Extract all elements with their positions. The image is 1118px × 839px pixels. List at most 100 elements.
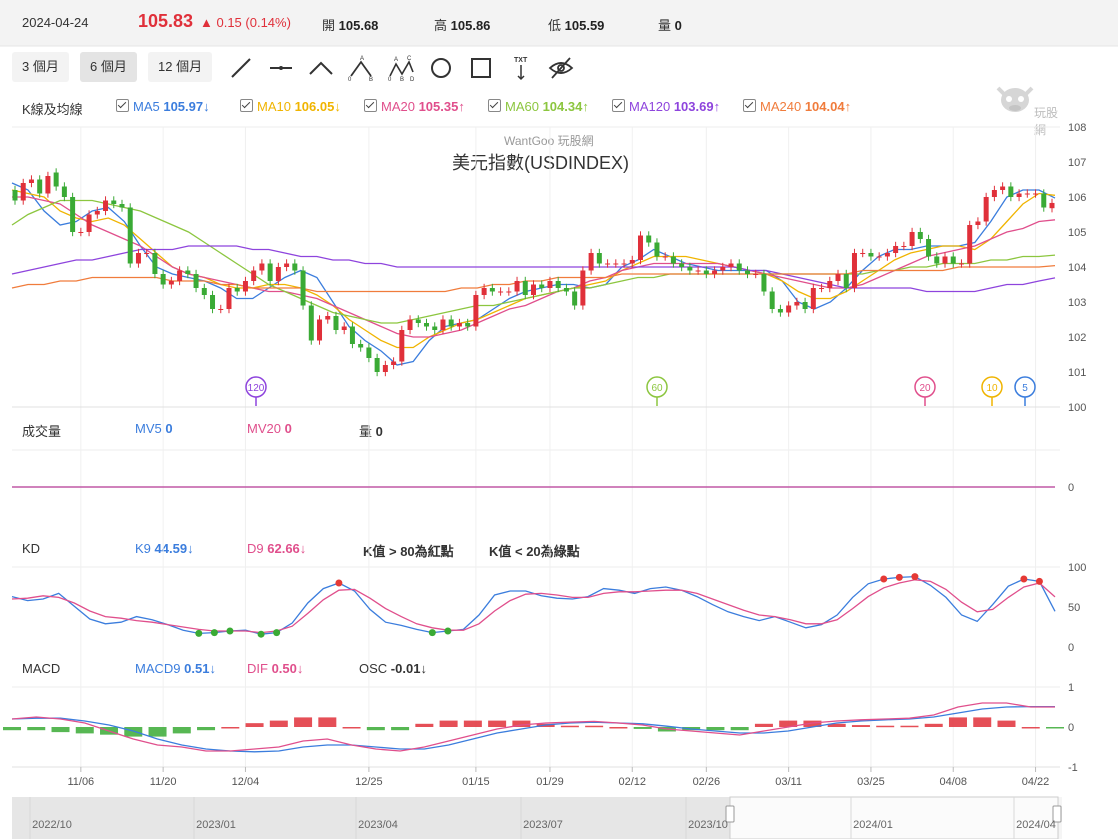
candle: [251, 270, 257, 281]
candle: [300, 270, 306, 306]
horizontal-line-tool-icon[interactable]: [267, 54, 295, 82]
range-12m-button[interactable]: 12 個月: [148, 52, 213, 82]
ma-legend-ma120[interactable]: MA120 103.69↑: [612, 99, 720, 114]
ma-checkbox[interactable]: [240, 99, 253, 112]
osc-bar: [779, 720, 798, 727]
ma-checkbox[interactable]: [743, 99, 756, 112]
ma-checkbox[interactable]: [116, 99, 129, 112]
candle: [662, 256, 668, 258]
ma-checkbox[interactable]: [612, 99, 625, 112]
navigator-label: 2024/01: [853, 819, 893, 831]
candle: [144, 253, 150, 254]
ma-arrow: ↑: [713, 99, 721, 114]
candle: [563, 288, 569, 292]
kd-oversold-dot: [273, 629, 281, 637]
svg-text:B: B: [369, 77, 373, 82]
osc-bar: [27, 727, 46, 731]
osc-bar: [415, 723, 434, 727]
candle: [637, 235, 643, 260]
kd-overbought-dot: [1035, 577, 1043, 585]
d9-arrow: ↓: [299, 541, 307, 556]
candle: [679, 263, 685, 267]
candle: [786, 305, 792, 313]
angle-tool-icon[interactable]: [307, 54, 335, 82]
navigator-label: 2023/10: [688, 819, 728, 831]
ma-legend-ma10[interactable]: MA10 106.05↓: [240, 99, 341, 114]
range-6m-button[interactable]: 6 個月: [80, 52, 137, 82]
osc-bar: [51, 727, 70, 733]
ma-checkbox[interactable]: [364, 99, 377, 112]
low-quote: 低 105.59: [548, 15, 604, 34]
candle: [909, 232, 915, 246]
ma-legend-ma20[interactable]: MA20 105.35↑: [364, 99, 465, 114]
svg-text:C: C: [407, 56, 412, 62]
x-axis-label: 02/26: [693, 776, 721, 788]
ma-arrow: ↑: [458, 99, 465, 114]
candle: [794, 302, 800, 306]
line-tool-icon[interactable]: [227, 54, 255, 82]
osc-label: OSC: [359, 661, 388, 676]
ma-value: 103.69: [673, 99, 714, 114]
osc-bar: [633, 727, 652, 729]
ma-line-ma20: [12, 196, 1056, 338]
ma-marker-label: 5: [1022, 383, 1028, 394]
x-axis-label: 12/04: [232, 776, 260, 788]
hide-drawings-icon[interactable]: [547, 54, 575, 82]
ma-legend-ma5[interactable]: MA5 105.97↓: [116, 99, 210, 114]
x-axis-label: 11/20: [150, 776, 177, 788]
x-axis-label: 01/15: [462, 776, 490, 788]
kd-overbought-dot: [895, 573, 903, 581]
abc-pattern-tool-icon[interactable]: A 0 B: [347, 54, 375, 82]
ma-legend-ma240[interactable]: MA240 104.04↑: [743, 99, 851, 114]
macd9-value: 0.51: [184, 661, 210, 676]
ma-checkbox[interactable]: [488, 99, 501, 112]
ma-name: MA120: [629, 99, 674, 114]
candle: [152, 253, 158, 274]
ma-marker-5: [1014, 376, 1036, 398]
candle: [991, 190, 997, 197]
candle: [28, 179, 34, 183]
candle: [868, 253, 874, 257]
text-tool-icon[interactable]: TXT: [507, 54, 535, 82]
candle: [761, 274, 767, 292]
candle: [942, 256, 948, 264]
candle: [37, 179, 43, 194]
kd-oversold-dot: [195, 629, 203, 637]
navigator-label: 2024/04: [1016, 819, 1056, 831]
osc-bar: [827, 723, 846, 727]
ma-legend-ma60[interactable]: MA60 104.34↑: [488, 99, 589, 114]
mv5-legend: MV5 0: [135, 421, 173, 436]
candle: [308, 305, 314, 341]
candle: [720, 267, 726, 271]
rectangle-tool-icon[interactable]: [467, 54, 495, 82]
candle: [1049, 202, 1055, 209]
candle: [358, 344, 364, 348]
candle: [522, 281, 528, 295]
osc-bar: [973, 717, 992, 727]
ma-name: MA10: [257, 99, 295, 114]
candle: [769, 291, 775, 309]
range-3m-button[interactable]: 3 個月: [12, 52, 69, 82]
volume-label: 量: [658, 18, 672, 33]
kd-overbought-dot: [335, 579, 343, 587]
circle-tool-icon[interactable]: [427, 54, 455, 82]
x-axis-label: 02/12: [618, 776, 646, 788]
osc-bar: [221, 727, 240, 729]
candle: [127, 207, 133, 264]
ma-value: 104.04: [804, 99, 845, 114]
bull-logo-icon: [996, 86, 1034, 112]
osc-bar: [391, 727, 410, 731]
candle: [45, 176, 51, 194]
mv20-label: MV20: [247, 421, 281, 436]
candle: [86, 214, 92, 232]
open-quote: 開 105.68: [322, 15, 378, 34]
candle: [810, 288, 816, 309]
candle: [448, 319, 454, 327]
osc-bar: [851, 725, 870, 727]
dif-label: DIF: [247, 661, 268, 676]
abcd-pattern-tool-icon[interactable]: A C 0 B D: [387, 54, 415, 82]
ma-name: MA20: [381, 99, 419, 114]
mv5-label: MV5: [135, 421, 162, 436]
navigator-selected-range: [729, 796, 1059, 839]
